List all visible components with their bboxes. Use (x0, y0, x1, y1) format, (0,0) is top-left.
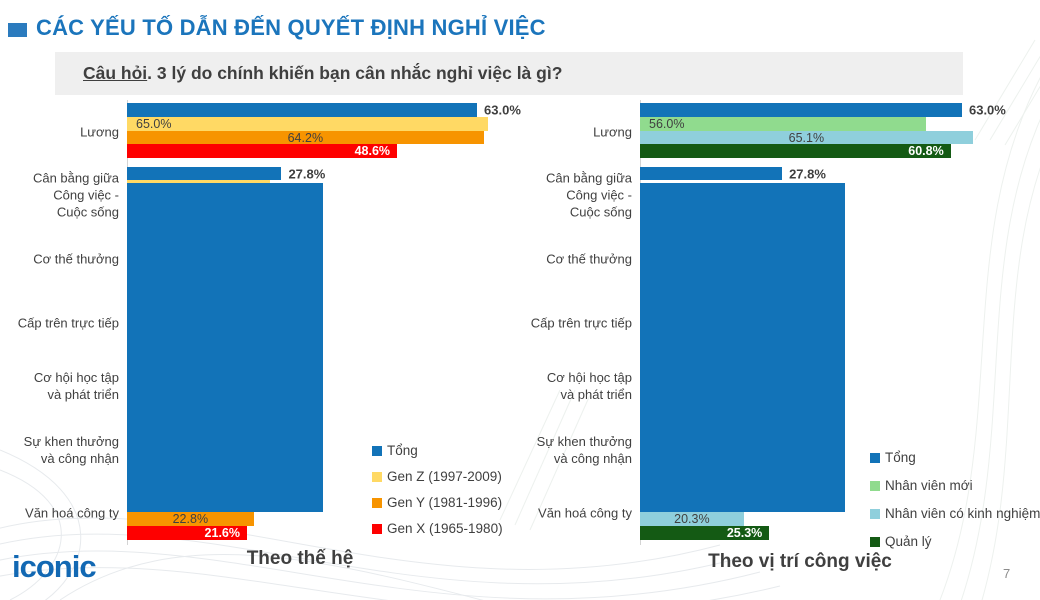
category-label: Cấp trên trực tiếp (530, 315, 632, 331)
legend-swatch-icon (372, 471, 382, 482)
category-label: Cơ hội học tập và phát triển (33, 370, 119, 403)
category-label: Lương (80, 124, 119, 140)
legend-item: Nhân viên mới (870, 478, 973, 493)
chart-title: Theo thế hệ (246, 548, 354, 569)
bar-value-label: 56.0% (649, 116, 685, 131)
category-label: Văn hoá công ty (25, 505, 119, 521)
partial-bar-sliver (127, 180, 271, 184)
legend-item: Tổng (372, 443, 418, 458)
legend-item: Nhân viên có kinh nghiệm (870, 506, 1040, 521)
legend-label: Gen Z (1997-2009) (387, 469, 502, 484)
legend-swatch-icon (870, 480, 880, 491)
legend-item: Tổng (870, 450, 916, 465)
bar-value-label: 63.0% (968, 102, 1006, 118)
legend-label: Nhân viên mới (885, 478, 973, 493)
legend-swatch-icon (870, 536, 880, 547)
bar-value-label: 27.8% (288, 166, 326, 181)
bar-nh-n-vi-n-m-i (640, 116, 927, 131)
bar-value-label: 63.0% (484, 102, 521, 118)
bar-value-label: 20.3% (674, 512, 710, 527)
legend-item: Quản lý (870, 534, 932, 549)
category-label: Sự khen thưởng và công nhận (536, 433, 632, 466)
page-header: CÁC YẾU TỐ DẪN ĐẾN QUYẾT ĐỊNH NGHỈ VIỆC (8, 15, 546, 41)
category-label: Cân bằng giữa Công việc - Cuộc sống (545, 170, 632, 220)
bar-value-label: 64.2% (287, 130, 324, 145)
bar-qu-n-l- (640, 144, 951, 159)
question-text: . 3 lý do chính khiến bạn cân nhắc nghỉ … (147, 63, 563, 83)
legend-label: Tổng (387, 443, 418, 458)
legend-label: Tổng (885, 450, 916, 465)
title-bullet-icon (8, 22, 27, 37)
bar-t-ng (640, 166, 783, 181)
bar-value-label: 65.1% (788, 130, 825, 145)
bar-gen-x-1965-1980- (127, 526, 247, 540)
legend-swatch-icon (372, 445, 382, 456)
bar-value-label: 27.8% (789, 166, 826, 181)
category-label: Lương (593, 124, 632, 140)
category-label: Cân bằng giữa Công việc - Cuộc sống (32, 170, 119, 220)
category-label: Văn hoá công ty (538, 505, 632, 521)
bar-value-label: 22.8% (172, 512, 209, 527)
question-label: Câu hỏi (83, 63, 148, 83)
bar-value-label: 21.6% (204, 525, 240, 540)
bar-value-label: 60.8% (908, 144, 944, 159)
category-label: Cấp trên trực tiếp (17, 315, 119, 331)
legend-label: Nhân viên có kinh nghiệm (885, 506, 1040, 521)
bar-t-ng (127, 166, 282, 181)
chart-title: Theo vị trí công việc (708, 551, 892, 572)
category-label: Cơ thế thưởng (546, 251, 632, 267)
iconic-logo: iconic (12, 549, 97, 584)
bar-nh-n-vi-n-c-kinh-nghi-m (640, 130, 973, 145)
bar-value-label: 65.0% (136, 116, 172, 131)
legend-swatch-icon (870, 508, 880, 519)
category-label: Cơ thế thưởng (33, 251, 119, 267)
bar-qu-n-l- (640, 526, 770, 540)
chart-artifact-block (640, 183, 845, 513)
legend-item: Gen X (1965-1980) (372, 521, 503, 536)
legend-label: Gen X (1965-1980) (387, 521, 503, 536)
legend-label: Gen Y (1981-1996) (387, 495, 503, 510)
category-label: Sự khen thưởng và công nhận (23, 433, 119, 466)
legend-item: Gen Y (1981-1996) (372, 495, 502, 510)
bar-gen-z-1997-2009- (127, 116, 489, 131)
legend-swatch-icon (372, 497, 382, 508)
category-label: Cơ hội học tập và phát triển (546, 370, 632, 403)
bar-t-ng (127, 103, 478, 117)
bar-gen-x-1965-1980- (127, 144, 398, 159)
question-box: Câu hỏi. 3 lý do chính khiến bạn cân nhắ… (55, 52, 963, 95)
bar-value-label: 25.3% (726, 525, 763, 540)
bar-value-label: 48.6% (354, 144, 391, 159)
legend-label: Quản lý (885, 534, 932, 549)
page-title: CÁC YẾU TỐ DẪN ĐẾN QUYẾT ĐỊNH NGHỈ VIỆC (36, 15, 546, 40)
bar-gen-y-1981-1996- (127, 130, 484, 145)
legend-swatch-icon (870, 452, 880, 463)
bar-nh-n-vi-n-c-kinh-nghi-m (640, 512, 744, 526)
legend-item: Gen Z (1997-2009) (372, 469, 502, 484)
chart-artifact-block (127, 183, 324, 513)
page-number: 7 (1003, 566, 1011, 581)
legend-swatch-icon (372, 523, 382, 534)
bar-t-ng (640, 103, 962, 117)
bar-gen-y-1981-1996- (127, 512, 254, 526)
